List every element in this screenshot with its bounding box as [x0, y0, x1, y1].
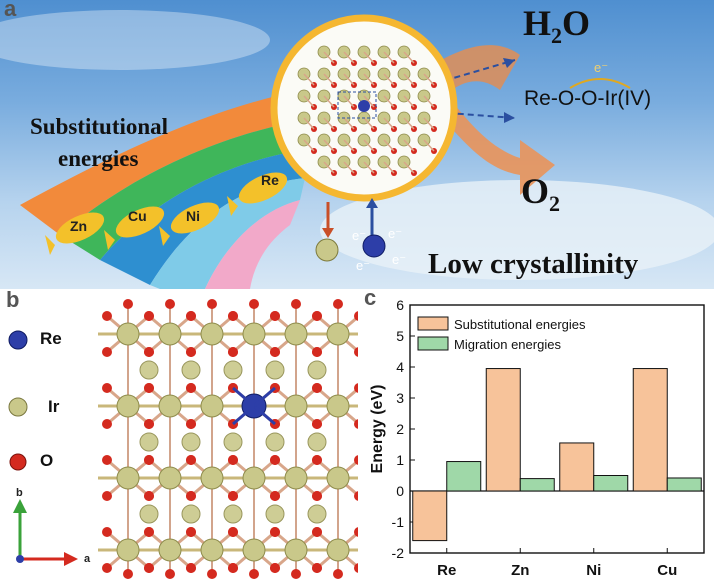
fish-re-icon: [227, 172, 288, 216]
y-tick-label: 2: [396, 421, 404, 437]
electron-4: e⁻: [392, 252, 407, 267]
fish-zn-icon: [45, 212, 105, 255]
axis-indicator: [13, 499, 78, 566]
fish-label-cu: Cu: [128, 208, 147, 224]
electron-2: e⁻: [388, 226, 403, 241]
re-legend-marker: [8, 330, 28, 350]
y-tick-label: 0: [396, 483, 404, 499]
bar-substitutional-ni: [559, 442, 595, 492]
substitutional-title-line1: Substitutional: [30, 114, 169, 139]
legend-label-re: Re: [40, 329, 62, 348]
y-tick-label: -1: [392, 514, 405, 530]
panel-a-artwork: [0, 10, 714, 289]
bar-migration-cu: [666, 477, 702, 492]
bar-substitutional-cu: [632, 368, 668, 492]
iridium-atoms: [116, 322, 350, 562]
bond-arc: [569, 78, 631, 89]
low-crystallinity-text: Low crystallinity: [428, 248, 639, 280]
bar-migration-ni: [593, 475, 629, 492]
y-tick-label: 4: [396, 359, 404, 375]
legend-label-o: O: [40, 451, 54, 470]
panel-label-b: b: [6, 287, 20, 312]
legend-swatch: [417, 336, 449, 351]
y-tick-label: 6: [396, 297, 404, 313]
panel-label-a: a: [4, 0, 17, 21]
x-tick-label: Zn: [511, 562, 529, 579]
panel-label-c: c: [364, 289, 376, 310]
electron-3: e⁻: [356, 258, 371, 273]
re-atom-ball: [362, 234, 386, 258]
fish-label-ni: Ni: [186, 208, 200, 224]
panel-a-illustration: a Substitutional energies Zn Cu Ni Re H2…: [0, 0, 714, 289]
mini-lattice: [297, 45, 437, 176]
oxygen-outflow-arrow: [440, 105, 555, 195]
y-tick-label: 1: [396, 452, 404, 468]
crystal-lattice-structure: [98, 299, 358, 579]
bar-chart-svg: c -2 -1 0 1 2 3 4 5 6 Energy (eV) Re Zn Ni Cu Substitut…: [364, 289, 705, 579]
legend-label-ir: Ir: [48, 397, 60, 416]
y-axis-label: Energy (eV): [369, 385, 386, 474]
y-tick-label: -2: [392, 545, 405, 561]
substitutional-title-line2: energies: [58, 146, 139, 171]
electron-transfer-label: e⁻: [594, 60, 609, 75]
axis-a-label: a: [84, 553, 91, 565]
panel-c-bar-chart: c -2 -1 0 1 2 3 4 5 6 Energy (eV) Re Zn Ni Cu Substitut…: [360, 289, 714, 584]
bar-migration-zn: [519, 478, 555, 492]
legend-label: Substitutional energies: [454, 317, 586, 332]
fish-label-zn: Zn: [70, 218, 88, 234]
x-tick-label: Re: [437, 562, 456, 579]
panel-b: b Re Ir O b a: [0, 287, 360, 584]
oxygen-atoms: [102, 299, 358, 579]
panel-b-legend-markers: [8, 330, 28, 471]
bar-substitutional-re: [412, 490, 448, 542]
y-tick-label: 3: [396, 390, 404, 406]
bar-migration-re: [446, 461, 482, 492]
o-legend-marker: [9, 453, 27, 471]
y-tick-label: 5: [396, 328, 404, 344]
axis-b-label: b: [16, 487, 23, 499]
x-tick-label: Cu: [657, 562, 677, 579]
x-tick-label: Ni: [586, 562, 601, 579]
electron-1: e⁻: [352, 228, 367, 243]
oxygen-formula: O2: [521, 171, 561, 217]
bar-substitutional-zn: [485, 368, 521, 492]
fish-ni-icon: [159, 202, 220, 246]
legend-swatch: [417, 316, 449, 331]
water-formula: H2O: [523, 3, 591, 49]
legend-label: Migration energies: [454, 337, 561, 352]
fish-label-re: Re: [261, 172, 279, 188]
ir-atom-ball: [315, 238, 339, 262]
bond-text: Re-O-O-Ir(IV): [524, 87, 652, 110]
ir-legend-marker: [8, 397, 28, 417]
fish-cu-icon: [104, 206, 165, 250]
